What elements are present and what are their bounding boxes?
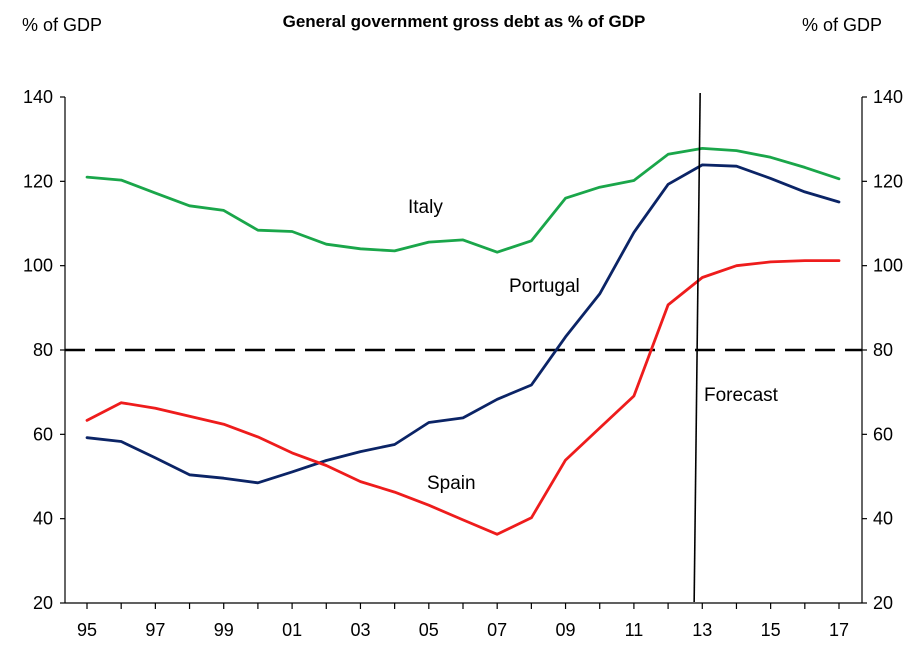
series-label-italy: Italy — [408, 197, 443, 218]
x-tick-label: 11 — [625, 620, 644, 640]
x-tick-label: 97 — [145, 620, 165, 640]
x-tick-label: 05 — [419, 620, 439, 640]
right-y-tick-label: 20 — [873, 593, 893, 613]
x-tick-label: 07 — [487, 620, 507, 640]
left-y-tick-label: 40 — [33, 509, 53, 529]
left-y-tick-label: 140 — [23, 87, 53, 107]
chart-title: General government gross debt as % of GD… — [283, 12, 646, 31]
forecast-marker-group: Forecast — [693, 92, 779, 603]
x-tick-label: 03 — [350, 620, 370, 640]
right-y-tick-label: 80 — [873, 340, 893, 360]
series-labels: Italy Portugal Spain — [408, 197, 580, 494]
x-tick-label: 99 — [214, 620, 234, 640]
x-tick-label: 01 — [282, 620, 302, 640]
left-y-tick-label: 100 — [23, 256, 53, 276]
left-y-tick-label: 60 — [33, 424, 53, 444]
series-label-portugal: Portugal — [509, 276, 580, 297]
forecast-label: Forecast — [704, 385, 779, 406]
x-tick-label: 15 — [761, 620, 781, 640]
axes: 20 20 40 40 60 60 80 80 100 100 120 120 140 140 95 97 99… — [23, 87, 903, 640]
right-y-tick-label: 140 — [873, 87, 903, 107]
x-tick-label: 17 — [829, 620, 849, 640]
left-y-tick-label: 80 — [33, 340, 53, 360]
series-line-italy — [85, 146, 841, 254]
left-axis-unit-label: % of GDP — [22, 15, 102, 35]
right-y-tick-label: 120 — [873, 171, 903, 191]
x-tick-label: 95 — [77, 620, 97, 640]
right-axis-unit-label: % of GDP — [802, 15, 882, 35]
forecast-divider-line — [693, 92, 701, 603]
series-lines — [85, 146, 841, 536]
left-y-tick-label: 120 — [23, 171, 53, 191]
x-tick-label: 09 — [556, 620, 576, 640]
left-y-tick-label: 20 — [33, 593, 53, 613]
series-line-spain — [85, 259, 841, 536]
series-label-spain: Spain — [427, 473, 476, 494]
right-y-tick-label: 40 — [873, 509, 893, 529]
right-y-tick-label: 60 — [873, 424, 893, 444]
series-line-portugal — [85, 163, 841, 485]
right-y-tick-label: 100 — [873, 256, 903, 276]
x-tick-label: 13 — [692, 620, 712, 640]
